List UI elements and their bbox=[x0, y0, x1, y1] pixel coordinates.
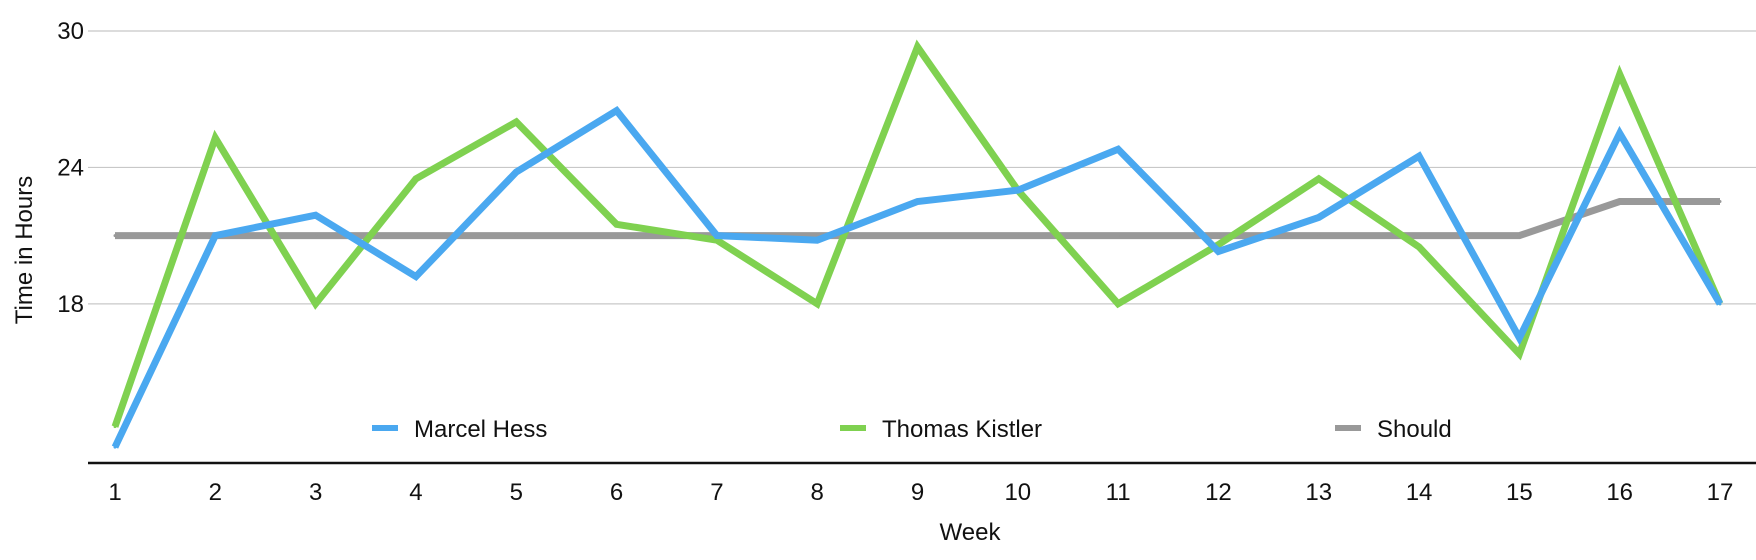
data-point bbox=[1216, 250, 1220, 254]
data-point bbox=[1317, 234, 1321, 238]
data-point bbox=[916, 200, 919, 204]
data-point bbox=[314, 213, 318, 217]
y-axis-title: Time in Hours bbox=[11, 176, 38, 324]
data-point bbox=[1116, 147, 1120, 151]
data-point bbox=[615, 109, 619, 113]
x-tick-label: 1 bbox=[108, 479, 121, 506]
data-point bbox=[1718, 200, 1722, 204]
data-point bbox=[1116, 234, 1120, 238]
data-point bbox=[314, 234, 318, 238]
x-tick-label: 4 bbox=[409, 479, 422, 506]
data-point bbox=[1517, 352, 1521, 356]
data-point bbox=[414, 177, 418, 181]
x-tick-label: 17 bbox=[1707, 479, 1734, 506]
data-point bbox=[414, 275, 418, 279]
x-tick-label: 5 bbox=[510, 479, 523, 506]
data-point bbox=[1517, 336, 1521, 340]
data-point bbox=[514, 234, 518, 238]
data-point bbox=[1116, 302, 1120, 306]
data-point bbox=[1517, 234, 1521, 238]
x-tick-label: 7 bbox=[710, 479, 723, 506]
data-point bbox=[113, 425, 117, 429]
data-point bbox=[615, 222, 619, 226]
y-tick-label: 30 bbox=[57, 18, 84, 45]
data-point bbox=[1317, 177, 1321, 181]
y-tick-label: 24 bbox=[57, 154, 84, 181]
data-point bbox=[414, 234, 418, 238]
legend-label: Marcel Hess bbox=[414, 416, 547, 443]
data-point bbox=[1417, 154, 1421, 158]
series-line-should bbox=[115, 198, 1720, 240]
data-point bbox=[514, 170, 518, 174]
x-tick-label: 15 bbox=[1506, 479, 1533, 506]
data-point bbox=[1216, 243, 1220, 247]
data-point bbox=[615, 234, 619, 238]
data-point bbox=[113, 445, 117, 449]
data-point bbox=[815, 238, 819, 242]
data-point bbox=[815, 302, 819, 306]
data-point bbox=[113, 234, 117, 238]
x-tick-label: 3 bbox=[309, 479, 322, 506]
legend-label: Thomas Kistler bbox=[882, 416, 1042, 443]
data-point bbox=[715, 234, 719, 238]
data-point bbox=[1216, 234, 1220, 238]
x-tick-label: 11 bbox=[1106, 479, 1131, 506]
gridlines bbox=[88, 30, 1756, 465]
x-tick-label: 12 bbox=[1205, 479, 1232, 506]
data-point bbox=[1317, 215, 1321, 219]
data-point bbox=[1618, 72, 1622, 76]
data-point bbox=[1618, 200, 1622, 204]
data-point bbox=[1016, 188, 1020, 192]
x-tick-label: 13 bbox=[1305, 479, 1332, 506]
x-tick-label: 8 bbox=[811, 479, 824, 506]
data-point bbox=[1618, 131, 1622, 135]
data-point bbox=[213, 234, 217, 238]
data-point bbox=[213, 136, 217, 140]
data-point bbox=[916, 234, 919, 238]
data-point bbox=[1417, 234, 1421, 238]
x-tick-label: 16 bbox=[1606, 479, 1633, 506]
data-point bbox=[1718, 302, 1722, 306]
x-tick-label: 6 bbox=[610, 479, 623, 506]
legend-label: Should bbox=[1377, 416, 1452, 443]
x-tick-label: 9 bbox=[911, 479, 924, 506]
x-tick-label: 2 bbox=[209, 479, 222, 506]
series-lines bbox=[111, 39, 1724, 449]
x-tick-label: 14 bbox=[1406, 479, 1433, 506]
data-point bbox=[514, 120, 518, 124]
data-point bbox=[715, 238, 719, 242]
data-point bbox=[314, 302, 318, 306]
data-point bbox=[916, 45, 919, 49]
series-line-marcel-hess bbox=[111, 106, 1724, 449]
y-tick-label: 18 bbox=[57, 291, 84, 318]
data-point bbox=[1016, 234, 1020, 238]
x-axis-title: Week bbox=[940, 519, 1002, 546]
x-tick-label: 10 bbox=[1004, 479, 1031, 506]
legend: Marcel Hess Thomas Kistler Should bbox=[372, 416, 1452, 443]
data-point bbox=[1417, 245, 1421, 249]
